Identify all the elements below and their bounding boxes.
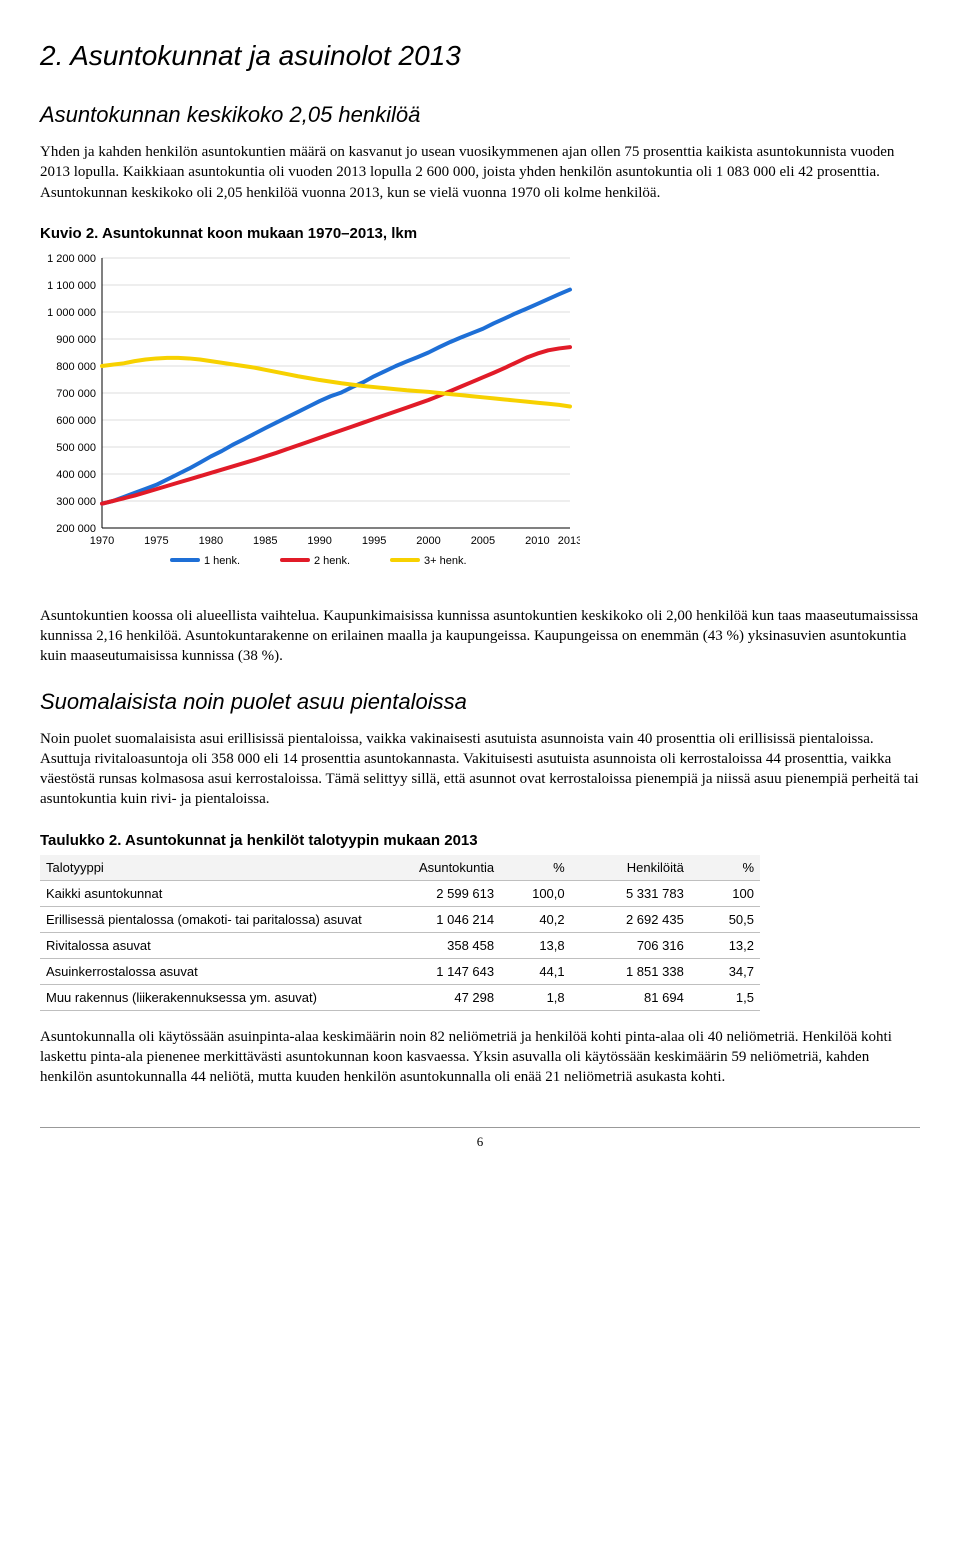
- section-title: 2. Asuntokunnat ja asuinolot 2013: [40, 40, 920, 72]
- table-cell: 1 147 643: [380, 958, 500, 984]
- svg-text:1 200 000: 1 200 000: [47, 253, 96, 265]
- table-cell: 100,0: [500, 880, 571, 906]
- table-cell: 2 599 613: [380, 880, 500, 906]
- table-cell: 47 298: [380, 984, 500, 1010]
- svg-text:1 100 000: 1 100 000: [47, 280, 96, 292]
- table-row: Kaikki asuntokunnat2 599 613100,05 331 7…: [40, 880, 760, 906]
- table-cell: 358 458: [380, 932, 500, 958]
- table-cell: Erillisessä pientalossa (omakoti- tai pa…: [40, 906, 380, 932]
- table-cell: Muu rakennus (liikerakennuksessa ym. asu…: [40, 984, 380, 1010]
- table-cell: 2 692 435: [571, 906, 690, 932]
- svg-text:1980: 1980: [199, 535, 223, 547]
- closing-paragraph: Asuntokunnalla oli käytössään asuinpinta…: [40, 1027, 920, 1088]
- table-cell: Rivitalossa asuvat: [40, 932, 380, 958]
- svg-text:700 000: 700 000: [56, 388, 96, 400]
- table-cell: 81 694: [571, 984, 690, 1010]
- table-col-header: Asuntokuntia: [380, 855, 500, 881]
- table2: TalotyyppiAsuntokuntia%Henkilöitä% Kaikk…: [40, 855, 760, 1011]
- svg-text:900 000: 900 000: [56, 334, 96, 346]
- table-col-header: %: [500, 855, 571, 881]
- table2-caption: Taulukko 2. Asuntokunnat ja henkilöt tal…: [40, 832, 920, 849]
- table-cell: 5 331 783: [571, 880, 690, 906]
- svg-text:2000: 2000: [416, 535, 440, 547]
- table-cell: 100: [690, 880, 760, 906]
- svg-text:2013: 2013: [558, 535, 580, 547]
- table-header-row: TalotyyppiAsuntokuntia%Henkilöitä%: [40, 855, 760, 881]
- table-cell: 1 046 214: [380, 906, 500, 932]
- table-cell: 13,2: [690, 932, 760, 958]
- table-cell: 34,7: [690, 958, 760, 984]
- svg-text:200 000: 200 000: [56, 523, 96, 535]
- intro-paragraph: Yhden ja kahden henkilön asuntokuntien m…: [40, 142, 920, 203]
- figure2-svg: 200 000 300 000 400 000 500 000 600 000 700 0…: [40, 250, 580, 570]
- table-cell: 1,5: [690, 984, 760, 1010]
- table-row: Rivitalossa asuvat358 45813,8706 31613,2: [40, 932, 760, 958]
- svg-text:1985: 1985: [253, 535, 277, 547]
- svg-text:1 henk.: 1 henk.: [204, 555, 240, 567]
- table-cell: 13,8: [500, 932, 571, 958]
- svg-text:1990: 1990: [307, 535, 331, 547]
- table-col-header: %: [690, 855, 760, 881]
- svg-text:1995: 1995: [362, 535, 386, 547]
- svg-text:300 000: 300 000: [56, 496, 96, 508]
- svg-text:500 000: 500 000: [56, 442, 96, 454]
- svg-text:1975: 1975: [144, 535, 168, 547]
- page-number: 6: [40, 1134, 920, 1150]
- footer-rule: [40, 1127, 920, 1128]
- table-cell: Asuinkerrostalossa asuvat: [40, 958, 380, 984]
- after-figure-paragraph: Asuntokuntien koossa oli alueellista vai…: [40, 606, 920, 667]
- svg-text:400 000: 400 000: [56, 469, 96, 481]
- table-cell: 706 316: [571, 932, 690, 958]
- svg-text:3+ henk.: 3+ henk.: [424, 555, 467, 567]
- svg-text:800 000: 800 000: [56, 361, 96, 373]
- table-cell: 1 851 338: [571, 958, 690, 984]
- table-row: Asuinkerrostalossa asuvat1 147 64344,11 …: [40, 958, 760, 984]
- svg-text:1970: 1970: [90, 535, 114, 547]
- table-col-header: Henkilöitä: [571, 855, 690, 881]
- section-subtitle: Asuntokunnan keskikoko 2,05 henkilöä: [40, 102, 920, 128]
- svg-text:2 henk.: 2 henk.: [314, 555, 350, 567]
- pientalot-paragraph: Noin puolet suomalaisista asui erillisis…: [40, 729, 920, 810]
- table-cell: 44,1: [500, 958, 571, 984]
- figure2-chart: 200 000 300 000 400 000 500 000 600 000 700 0…: [40, 250, 920, 570]
- table-col-header: Talotyyppi: [40, 855, 380, 881]
- table-row: Erillisessä pientalossa (omakoti- tai pa…: [40, 906, 760, 932]
- pientalot-title: Suomalaisista noin puolet asuu pientaloi…: [40, 689, 920, 715]
- table-cell: Kaikki asuntokunnat: [40, 880, 380, 906]
- table-row: Muu rakennus (liikerakennuksessa ym. asu…: [40, 984, 760, 1010]
- svg-text:2005: 2005: [471, 535, 495, 547]
- figure2-caption: Kuvio 2. Asuntokunnat koon mukaan 1970–2…: [40, 225, 920, 242]
- svg-text:2010: 2010: [525, 535, 549, 547]
- table-cell: 50,5: [690, 906, 760, 932]
- svg-text:1 000 000: 1 000 000: [47, 307, 96, 319]
- table-cell: 1,8: [500, 984, 571, 1010]
- svg-text:600 000: 600 000: [56, 415, 96, 427]
- table-cell: 40,2: [500, 906, 571, 932]
